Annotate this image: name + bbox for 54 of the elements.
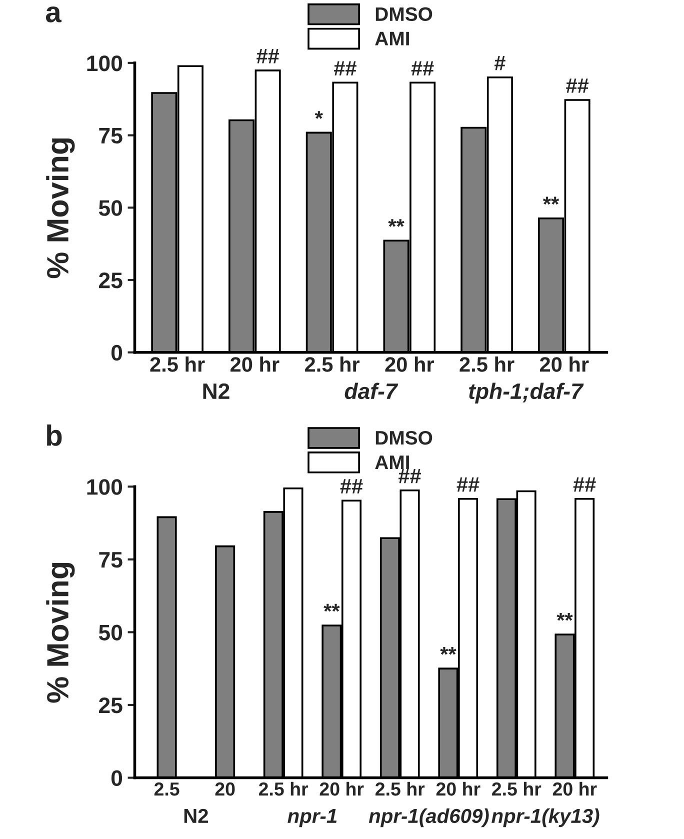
- x-tick-label: 20 hr: [320, 782, 364, 796]
- legend-label: AMI: [375, 32, 409, 46]
- legend-label: DMSO: [376, 430, 432, 445]
- chart-title: b: [47, 424, 62, 446]
- data-label: **: [556, 612, 573, 621]
- y-axis-title: % Moving: [46, 562, 75, 703]
- data-label: **: [440, 647, 456, 655]
- chart-title: a: [46, 6, 62, 22]
- y-tick-label: 75: [99, 552, 122, 568]
- data-label: ##: [398, 468, 422, 484]
- data-label: **: [388, 219, 404, 227]
- y-axis-title: % Moving: [46, 138, 75, 278]
- y-tick-label: 50: [98, 624, 122, 640]
- x-tick-label: 2.5 hr: [460, 356, 514, 372]
- data-label: ##: [411, 61, 434, 76]
- text: daf-7: [344, 382, 398, 400]
- y-tick-label: 25: [99, 698, 122, 714]
- x-tick-label: 2.5 hr: [304, 356, 360, 372]
- x-tick-label: 2.5 hr: [376, 782, 425, 796]
- data-label: ##: [566, 78, 589, 93]
- x-tick-label: 20 hr: [385, 356, 434, 372]
- data-label: ##: [340, 479, 363, 494]
- x-tick-label: 20 hr: [540, 356, 589, 372]
- legend-label: DMSO: [376, 7, 432, 22]
- x-tick-label: 2.5 hr: [492, 782, 542, 796]
- data-label: ##: [334, 61, 356, 76]
- data-label: ##: [573, 477, 596, 492]
- y-tick-label: 50: [98, 200, 122, 216]
- x-tick-label: 20 hr: [436, 782, 480, 796]
- x-tick-label: 20: [215, 782, 235, 796]
- text: npr-1(ky13): [492, 808, 600, 828]
- text: N2: [203, 383, 230, 399]
- data-label: *: [314, 111, 323, 119]
- data-label: **: [542, 196, 560, 205]
- y-tick-label: 100: [87, 55, 122, 72]
- x-tick-label: 2.5: [154, 782, 180, 796]
- text: npr-1(ad609): [368, 808, 489, 828]
- data-label: ##: [256, 49, 280, 64]
- text: tph-1;daf-7: [469, 382, 584, 404]
- data-label: **: [324, 604, 340, 612]
- x-tick-label: 2.5 hr: [150, 356, 205, 372]
- text: npr-1: [288, 809, 337, 828]
- data-label: ##: [456, 477, 480, 492]
- y-tick-label: 75: [99, 128, 122, 144]
- legend-label: AMI: [375, 456, 409, 469]
- x-tick-label: 20 hr: [230, 356, 280, 372]
- data-label: #: [494, 56, 506, 70]
- y-tick-label: 100: [87, 479, 122, 495]
- x-tick-label: 2.5 hr: [258, 782, 308, 796]
- y-tick-label: 0: [111, 770, 122, 786]
- x-tick-label: 20 hr: [552, 782, 597, 796]
- text: N2: [184, 808, 208, 823]
- y-tick-label: 25: [99, 272, 122, 288]
- y-tick-label: 0: [111, 344, 122, 361]
